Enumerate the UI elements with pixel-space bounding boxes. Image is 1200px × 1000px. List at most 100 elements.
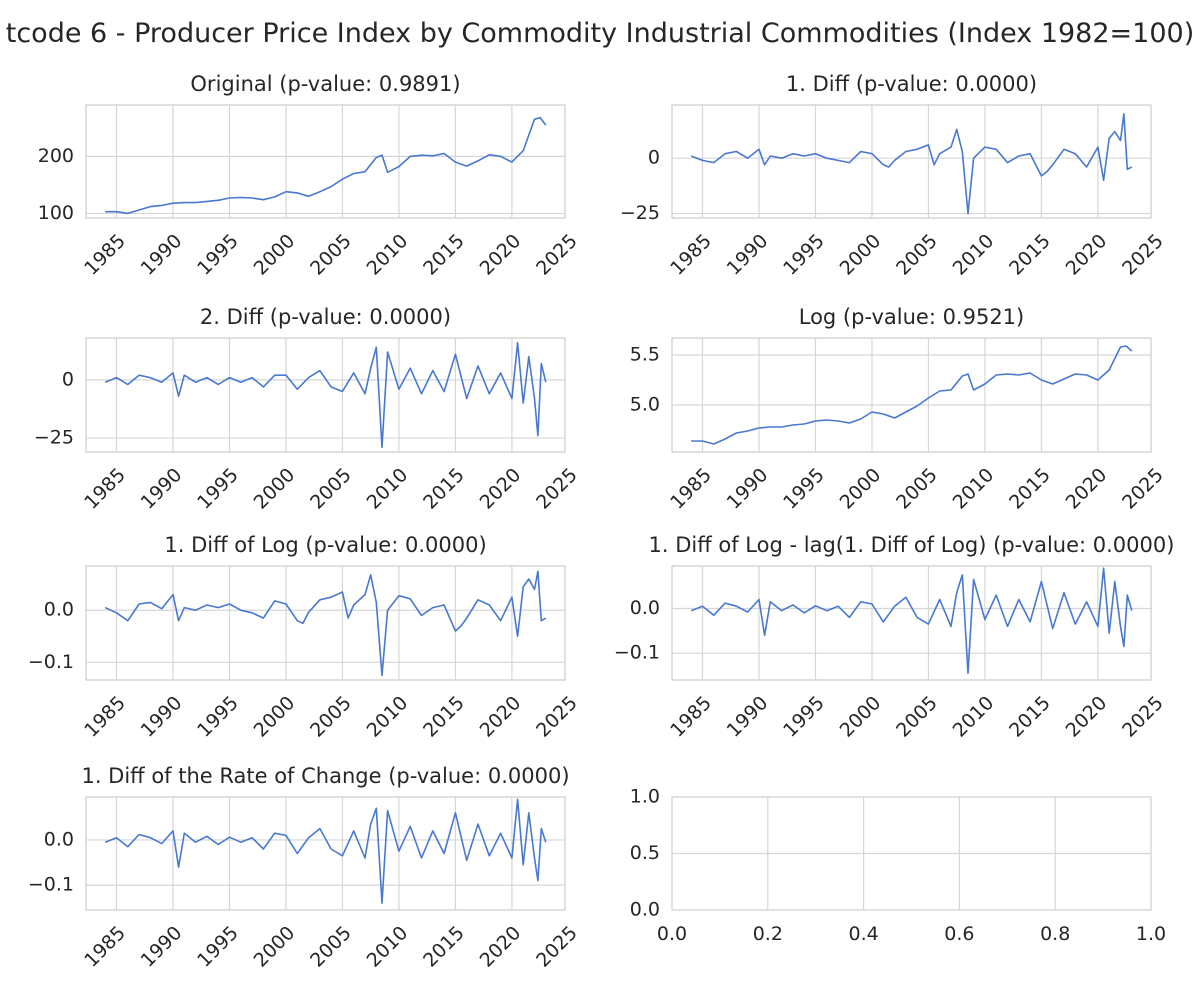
y-tick-label: 1.0	[630, 786, 660, 808]
x-tick-label: 2010	[363, 922, 413, 972]
x-tick-label: 2005	[892, 692, 942, 742]
x-tick-label: 2015	[419, 230, 469, 280]
y-tick-label: 0.0	[44, 599, 74, 621]
x-tick-label: 1990	[137, 464, 187, 514]
x-tick-label: 1995	[193, 922, 243, 972]
y-tick-label: 0.0	[630, 899, 660, 921]
x-tick-label: 1990	[723, 230, 773, 280]
x-tick-label: 2005	[892, 230, 942, 280]
subplot-title: 1. Diff (p-value: 0.0000)	[786, 72, 1037, 96]
y-tick-label: 200	[38, 145, 74, 167]
x-tick-label: 2025	[1118, 692, 1168, 742]
x-tick-label: 2000	[836, 230, 886, 280]
series-line	[104, 570, 547, 677]
subplot-title: 1. Diff of Log - lag(1. Diff of Log) (p-…	[649, 533, 1175, 557]
series-line	[105, 116, 547, 215]
x-tick-label: 0.2	[753, 923, 783, 945]
x-tick-label: 2000	[836, 692, 886, 742]
x-tick-label: 1990	[137, 692, 187, 742]
x-tick-label: 2010	[363, 464, 413, 514]
x-tick-label: 2015	[1005, 464, 1055, 514]
y-tick-label: −0.1	[614, 642, 660, 664]
y-tick-label: 0.5	[630, 842, 660, 864]
x-tick-label: 2020	[476, 230, 526, 280]
axes-background	[85, 565, 566, 681]
x-tick-label: 2020	[476, 464, 526, 514]
x-tick-label: 1.0	[1136, 923, 1166, 945]
subplot-4: 1985 1990 1995 2000 2005 2010 2015 2020 2025 5.0 5…	[630, 305, 1168, 514]
series-line	[104, 341, 547, 449]
x-tick-label: 2025	[532, 230, 582, 280]
x-tick-label: 0.8	[1040, 923, 1070, 945]
figure-title: tcode 6 - Producer Price Index by Commod…	[6, 18, 1194, 49]
x-tick-label: 0.4	[848, 923, 878, 945]
x-tick-label: 2025	[1118, 230, 1168, 280]
y-tick-label: −25	[620, 202, 660, 224]
axes-background	[671, 337, 1152, 453]
y-tick-label: 5.5	[630, 344, 660, 366]
x-tick-label: 2005	[306, 692, 356, 742]
x-tick-label: 1990	[137, 922, 187, 972]
x-tick-label: 1985	[666, 230, 716, 280]
y-tick-label: 0.0	[44, 828, 74, 850]
x-tick-label: 2025	[532, 692, 582, 742]
x-tick-label: 2010	[363, 230, 413, 280]
subplot-grid: 1985 1990 1995 2000 2005 2010 2015 2020 20251002…	[28, 72, 1175, 972]
x-tick-label: 2020	[1062, 464, 1112, 514]
x-tick-label: 2015	[1005, 230, 1055, 280]
subplot-2: 1985 1990 1995 2000 2005 2010 2015 2020 2025 −25 0…	[620, 72, 1168, 280]
subplot-7: 1985 1990 1995 2000 2005 2010 2015 2020 2025 −0.1…	[28, 764, 582, 972]
x-tick-label: 1985	[80, 692, 130, 742]
x-tick-label: 1990	[723, 464, 773, 514]
axes-background	[671, 565, 1152, 681]
subplot-3: 1985 1990 1995 2000 2005 2010 2015 2020 2025 −25 0…	[34, 305, 582, 514]
x-tick-label: 2025	[532, 464, 582, 514]
subplot-8: 0.0 0.2 0.4 0.6 0.8 1.0 0.0 0.5 1.0	[630, 786, 1166, 946]
x-tick-label: 1995	[193, 230, 243, 280]
axes-background	[85, 104, 566, 219]
x-tick-label: 1995	[779, 230, 829, 280]
x-tick-label: 2005	[306, 464, 356, 514]
axes-background	[85, 337, 566, 453]
subplot-6: 1985 1990 1995 2000 2005 2010 2015 2020 2025 −0.1…	[614, 533, 1175, 742]
x-tick-label: 2015	[1005, 692, 1055, 742]
y-tick-label: −0.1	[28, 651, 74, 673]
x-tick-label: 2010	[949, 230, 999, 280]
x-tick-label: 1985	[666, 692, 716, 742]
x-tick-label: 2005	[892, 464, 942, 514]
x-tick-label: 1985	[666, 464, 716, 514]
subplot-5: 1985 1990 1995 2000 2005 2010 2015 2020 2025 −0.1…	[28, 533, 582, 742]
x-tick-label: 0.6	[944, 923, 974, 945]
y-tick-label: −25	[34, 427, 74, 449]
x-tick-label: 1985	[80, 230, 130, 280]
x-tick-label: 2010	[949, 464, 999, 514]
subplot-title: Log (p-value: 0.9521)	[799, 305, 1025, 329]
x-tick-label: 1985	[80, 922, 130, 972]
x-tick-label: 2000	[250, 692, 300, 742]
x-tick-label: 1995	[193, 692, 243, 742]
x-tick-label: 2005	[306, 922, 356, 972]
x-tick-label: 1995	[779, 692, 829, 742]
y-tick-label: 0	[648, 147, 660, 169]
x-tick-label: 2020	[476, 692, 526, 742]
x-tick-label: 2005	[306, 230, 356, 280]
x-tick-label: 1985	[80, 464, 130, 514]
axes-background	[671, 104, 1152, 219]
y-tick-label: 100	[38, 202, 74, 224]
x-tick-label: 2000	[250, 922, 300, 972]
subplot-title: 2. Diff (p-value: 0.0000)	[200, 305, 451, 329]
x-tick-label: 1990	[723, 692, 773, 742]
y-tick-label: 0	[62, 368, 74, 390]
y-tick-label: −0.1	[28, 874, 74, 896]
x-tick-label: 1990	[137, 230, 187, 280]
series-line	[104, 798, 547, 905]
x-tick-label: 2010	[363, 692, 413, 742]
x-tick-label: 2000	[250, 464, 300, 514]
x-tick-label: 2020	[476, 922, 526, 972]
axes-background	[85, 796, 566, 911]
series-line	[691, 345, 1133, 445]
subplot-1: 1985 1990 1995 2000 2005 2010 2015 2020 2025 100 2…	[38, 72, 582, 280]
series-line	[690, 113, 1133, 215]
x-tick-label: 2020	[1062, 692, 1112, 742]
